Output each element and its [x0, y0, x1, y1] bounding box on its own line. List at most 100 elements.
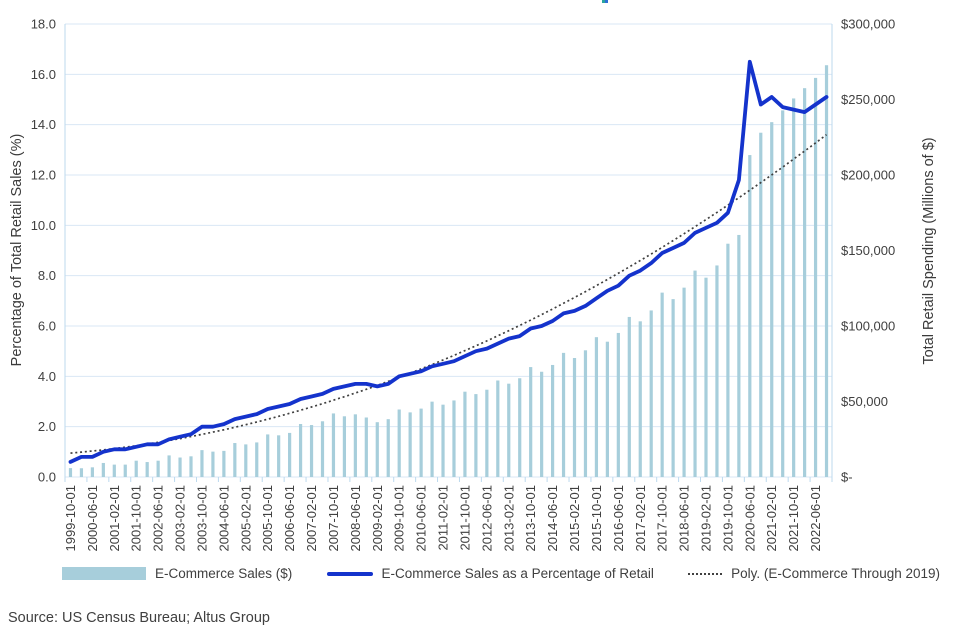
x-axis-tick-label: 2013-10-01 [523, 485, 538, 552]
right-axis-tick-label: $200,000 [841, 168, 895, 183]
line-series-swatch [326, 571, 373, 576]
bar [594, 337, 599, 477]
bar [156, 460, 160, 477]
x-axis-tick-label: 2010-06-01 [414, 485, 429, 552]
left-axis-tick-label: 12.0 [31, 168, 56, 183]
bar [638, 321, 642, 477]
x-axis-tick-label: 2004-06-01 [216, 485, 231, 552]
bar [167, 455, 171, 477]
bar [145, 462, 149, 477]
bar [441, 404, 445, 477]
legend-label-poly-trendline: Poly. (E-Commerce Through 2019) [731, 566, 940, 581]
left-axis-tick-label: 18.0 [31, 17, 56, 32]
bar [540, 371, 544, 477]
bar [309, 425, 314, 477]
bar [803, 88, 807, 478]
bar [704, 277, 708, 477]
x-axis-tick-label: 2001-10-01 [129, 485, 144, 552]
bar [616, 332, 620, 477]
x-axis-tick-label: 2017-10-01 [655, 485, 670, 552]
bar [715, 265, 719, 477]
left-axis-tick-label: 10.0 [31, 218, 56, 233]
bar [474, 394, 478, 477]
poly-trendline [70, 134, 828, 454]
left-axis-tick-label: 8.0 [38, 268, 56, 283]
bar [781, 110, 785, 477]
left-axis-tick-label: 14.0 [31, 117, 56, 132]
x-axis-tick-label: 2006-06-01 [282, 485, 297, 552]
bar [266, 434, 270, 477]
x-axis-tick-label: 2021-02-01 [764, 485, 779, 552]
x-axis-tick-label: 2005-02-01 [238, 485, 253, 552]
bar [419, 408, 423, 477]
bar [430, 401, 434, 477]
bar [200, 450, 204, 477]
bar [288, 432, 292, 477]
x-axis-tick-label: 2011-02-01 [436, 485, 451, 551]
bar [824, 65, 829, 478]
x-axis-tick-label: 2007-10-01 [326, 485, 341, 552]
bar [123, 464, 127, 477]
bar [518, 378, 522, 477]
bar [496, 380, 500, 477]
bar [671, 299, 675, 477]
bar [134, 460, 138, 477]
x-axis-tick-label: 2003-02-01 [173, 485, 188, 552]
bar [813, 77, 818, 478]
bar [770, 122, 774, 478]
x-axis-tick-label: 2016-06-01 [611, 485, 626, 552]
bar [255, 442, 259, 477]
right-axis-tick-label: $250,000 [841, 92, 895, 107]
bar [627, 316, 631, 477]
bar [342, 416, 347, 477]
right-axis-tick-label: $300,000 [841, 17, 895, 32]
bar [320, 421, 325, 477]
bar [68, 468, 73, 477]
bar [583, 350, 588, 477]
x-axis-tick-label: 2015-10-01 [589, 485, 604, 552]
bar [507, 383, 511, 477]
bar [298, 423, 303, 477]
x-axis-tick-label: 2002-06-01 [151, 485, 166, 552]
x-axis-tick-label: 2011-10-01 [457, 485, 472, 551]
right-axis-tick-label: $50,000 [841, 394, 888, 409]
x-axis-tick-label: 2019-02-01 [698, 485, 713, 552]
bar [561, 352, 566, 477]
bar [660, 292, 664, 477]
bar [90, 467, 94, 477]
bar [244, 444, 248, 477]
trendline-series-swatch [688, 572, 723, 575]
left-axis-tick-label: 0.0 [38, 470, 56, 485]
percentage-line [68, 59, 829, 464]
x-axis-tick-label: 2003-10-01 [194, 485, 209, 552]
bar [353, 414, 357, 477]
left-axis-tick-label: 4.0 [38, 369, 56, 384]
bar [572, 358, 577, 477]
x-axis-tick-label: 2001-02-01 [107, 485, 122, 552]
x-axis-tick-label: 2020-06-01 [742, 485, 757, 552]
bar [693, 270, 697, 477]
legend-item-poly-trendline: Poly. (E-Commerce Through 2019) [688, 566, 940, 581]
x-axis-tick-label: 2017-02-01 [633, 485, 648, 552]
x-axis-tick-label: 2018-06-01 [677, 485, 692, 552]
bar [748, 155, 752, 477]
cropped-title-fragment [602, 0, 608, 3]
source-note: Source: US Census Bureau; Altus Group [8, 610, 270, 626]
x-axis-tick-label: 2009-02-01 [370, 485, 385, 552]
bar [550, 364, 555, 477]
bar [529, 367, 533, 477]
right-axis-tick-label: $- [841, 470, 853, 485]
x-axis-tick-label: 2005-10-01 [260, 485, 275, 552]
bar [605, 341, 609, 477]
bar [726, 243, 730, 477]
left-axis-tick-label: 2.0 [38, 419, 56, 434]
bar [331, 413, 336, 477]
x-axis-tick-label: 2008-06-01 [348, 485, 363, 552]
bar [759, 132, 763, 477]
right-axis-title: Total Retail Spending (Millions of $) [921, 137, 937, 365]
bar [386, 419, 390, 477]
legend-item-ecommerce-sales: E-Commerce Sales ($) [62, 566, 292, 581]
bar [112, 464, 116, 477]
combo-chart-plot: 0.0 2.0 4.0 6.0 8.0 10.0 12.0 14.0 16.0 18.0 $- $50… [31, 17, 896, 552]
bar [397, 409, 401, 477]
